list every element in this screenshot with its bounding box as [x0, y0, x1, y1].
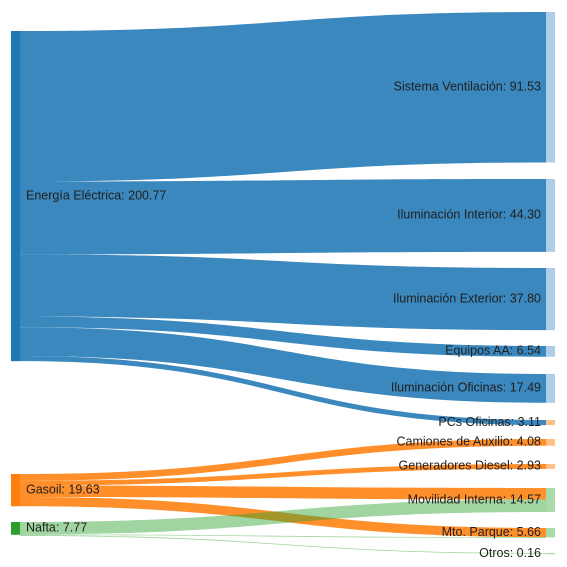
label-mto-parque: Mto. Parque: 5.66: [442, 525, 541, 539]
label-equipos-aa: Equipos AA: 6.54: [445, 344, 541, 358]
label-iluminacion-oficinas: Iluminación Oficinas: 17.49: [391, 381, 541, 395]
label-iluminacion-interior: Iluminación Interior: 44.30: [397, 208, 541, 222]
link-nafta-to-mto-parque[interactable]: [20, 534, 546, 539]
link-energia-electrica-to-equipos-aa[interactable]: [20, 316, 546, 357]
label-sistema-ventilacion: Sistema Ventilación: 91.53: [394, 80, 541, 94]
node-energia-electrica[interactable]: [11, 31, 20, 362]
label-generadores-diesel: Generadores Diesel: 2.93: [399, 459, 541, 473]
link-gasoil-to-generadores-diesel[interactable]: [20, 464, 546, 486]
node-sistema-ventilacion[interactable]: [546, 12, 555, 163]
label-camiones-de-auxilio: Camiones de Auxilio: 4.08: [396, 435, 541, 449]
nodes-layer: [11, 12, 555, 555]
node-iluminacion-oficinas[interactable]: [546, 374, 555, 403]
link-nafta-to-movilidad-interna[interactable]: [20, 499, 546, 535]
link-nafta-to-otros[interactable]: [20, 535, 546, 554]
label-nafta: Nafta: 7.77: [26, 521, 87, 535]
label-pcs-oficinas: PCs Oficinas: 3.11: [438, 415, 541, 429]
link-energia-electrica-to-iluminacion-interior[interactable]: [20, 179, 546, 255]
link-energia-electrica-to-iluminacion-oficinas[interactable]: [20, 327, 546, 403]
node-otros[interactable]: [546, 553, 555, 555]
node-iluminacion-exterior[interactable]: [546, 268, 555, 331]
node-camiones-de-auxilio[interactable]: [546, 439, 555, 446]
link-gasoil-to-movilidad-interna[interactable]: [20, 485, 546, 500]
label-otros: Otros: 0.16: [479, 546, 541, 560]
label-movilidad-interna: Movilidad Interna: 14.57: [408, 492, 541, 506]
label-iluminacion-exterior: Iluminación Exterior: 37.80: [393, 291, 541, 305]
link-energia-electrica-to-pcs-oficinas[interactable]: [20, 356, 546, 426]
label-gasoil: Gasoil: 19.63: [26, 482, 100, 496]
node-generadores-diesel[interactable]: [546, 464, 555, 469]
labels-layer: Energía Eléctrica: 200.77 Gasoil: 19.63 Na…: [26, 80, 541, 560]
node-movilidad-interna[interactable]: [546, 488, 555, 512]
node-mto-parque[interactable]: [546, 528, 555, 538]
links-layer: [20, 12, 546, 554]
node-nafta[interactable]: [11, 522, 20, 535]
link-gasoil-to-mto-parque[interactable]: [20, 497, 546, 538]
node-gasoil[interactable]: [11, 474, 20, 507]
link-energia-electrica-to-iluminacion-exterior[interactable]: [20, 254, 546, 331]
node-equipos-aa[interactable]: [546, 346, 555, 357]
link-gasoil-to-camiones-de-auxilio[interactable]: [20, 439, 546, 481]
link-energia-electrica-to-sistema-ventilacion[interactable]: [20, 12, 546, 182]
node-pcs-oficinas[interactable]: [546, 420, 555, 426]
node-iluminacion-interior[interactable]: [546, 179, 555, 252]
label-energia-electrica: Energía Eléctrica: 200.77: [26, 188, 166, 202]
